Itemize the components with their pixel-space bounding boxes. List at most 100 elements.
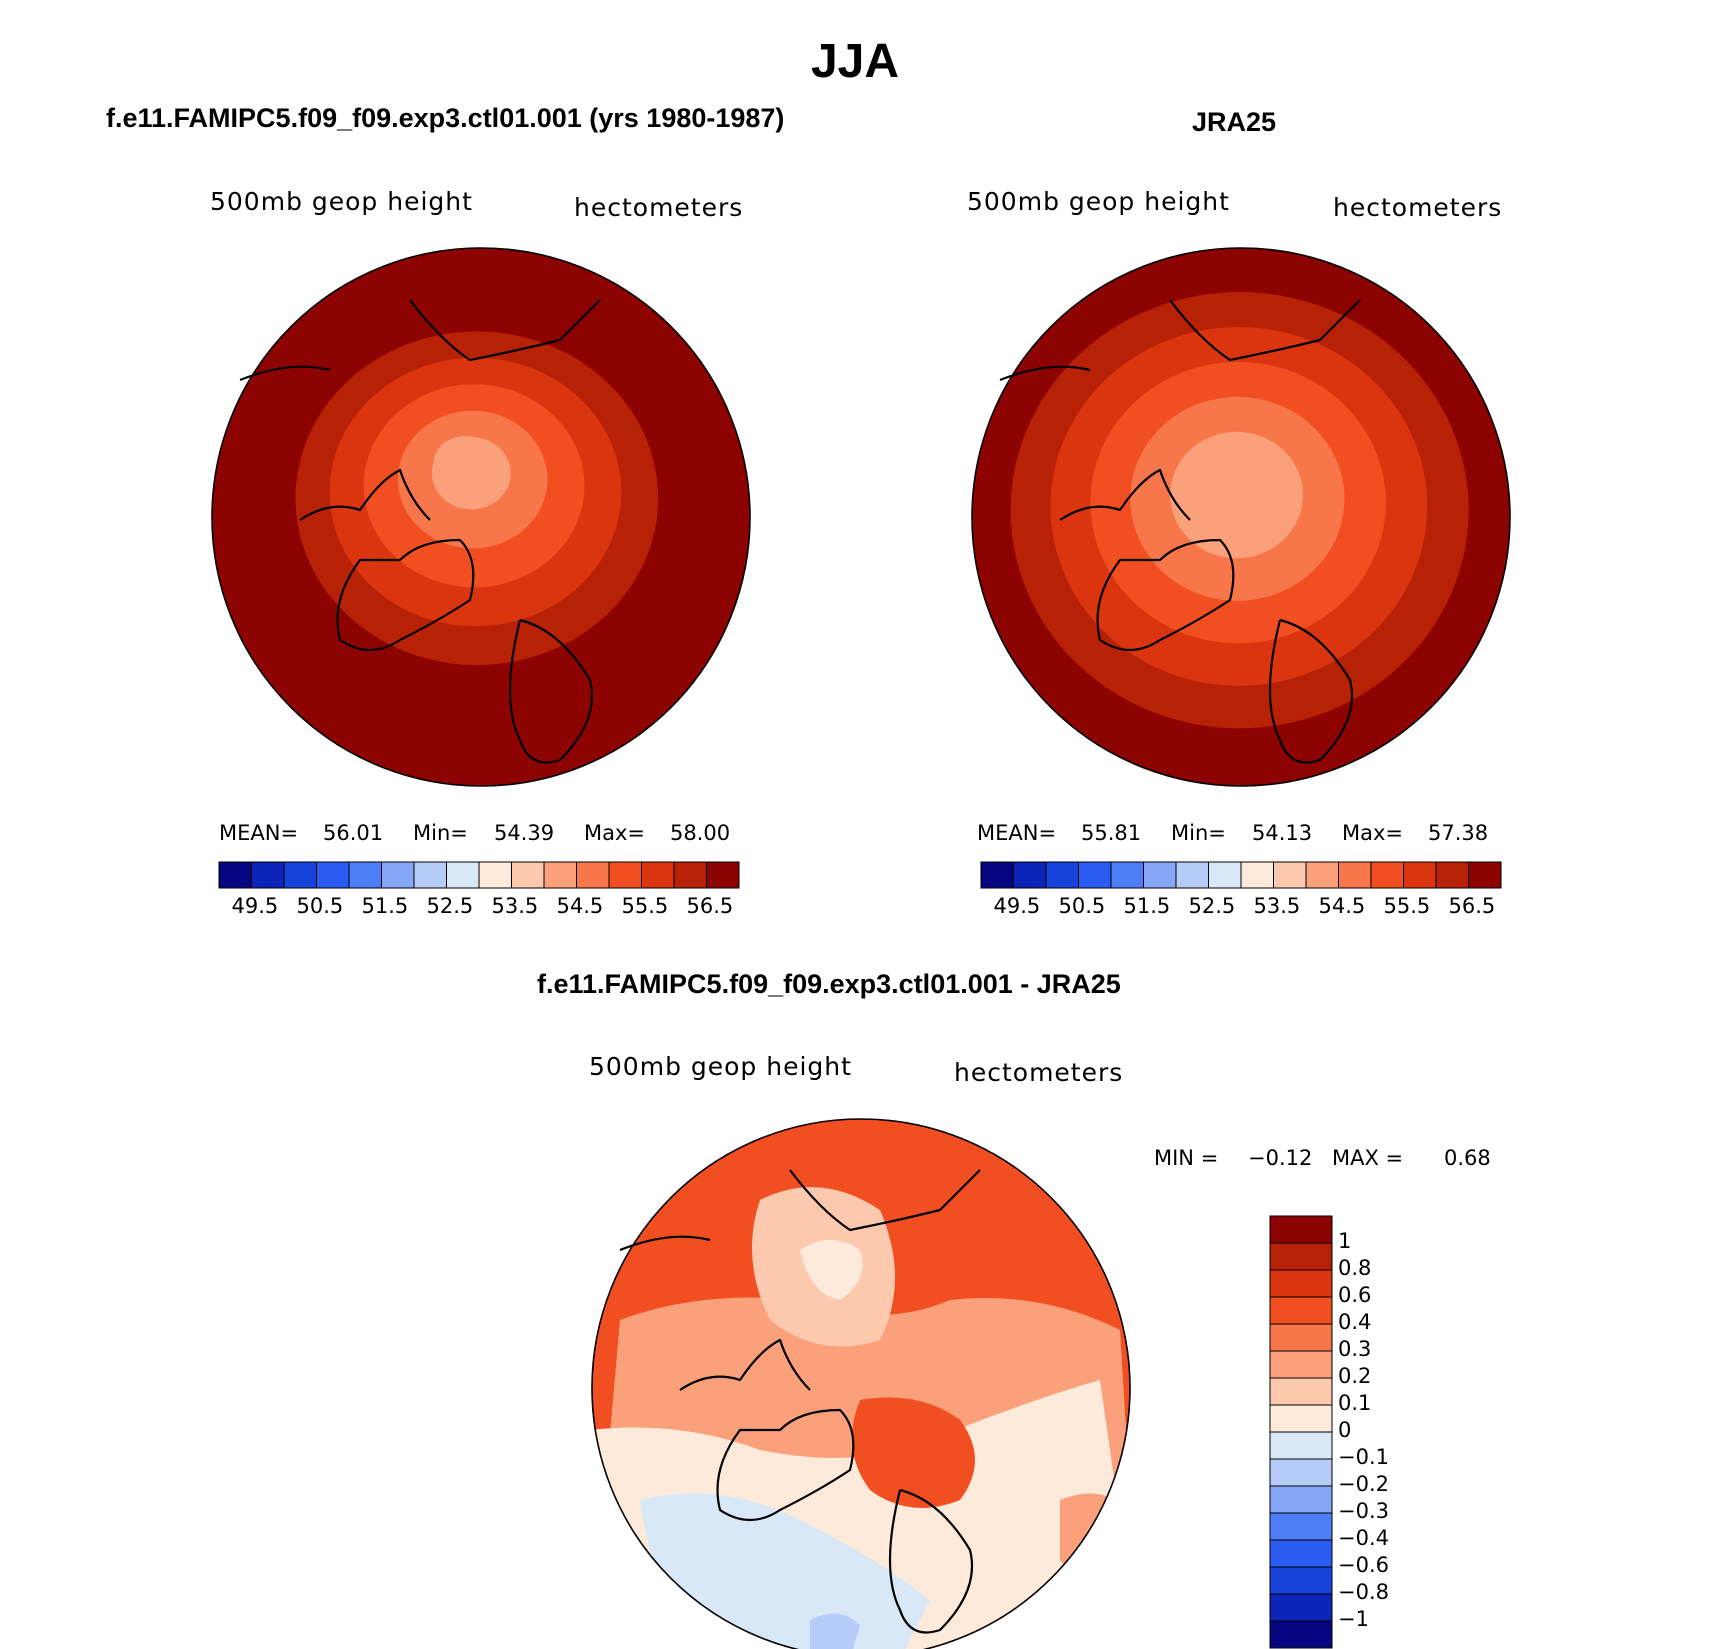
colorbar-cell bbox=[283, 861, 317, 889]
panel-diff-map-outline bbox=[591, 1118, 1131, 1649]
panel-diff-min-label: MIN = bbox=[1154, 1146, 1219, 1170]
colorbar-cell bbox=[1269, 1242, 1333, 1271]
colorbar-tick-label: 0.3 bbox=[1338, 1337, 1372, 1361]
colorbar-cell bbox=[446, 861, 480, 889]
colorbar-cell bbox=[1269, 1215, 1333, 1244]
colorbar-cell bbox=[1078, 861, 1112, 889]
panel-model-min-label: Min= bbox=[413, 821, 468, 845]
panel-model-case-title: f.e11.FAMIPC5.f09_f09.exp3.ctl01.001 (yr… bbox=[106, 103, 785, 133]
colorbar-cell bbox=[478, 861, 512, 889]
colorbar-tick-label: 50.5 bbox=[1058, 894, 1106, 918]
colorbar-cell bbox=[1269, 1593, 1333, 1622]
panel-model-min-value: 54.39 bbox=[494, 821, 555, 845]
panel-obs-min-label: Min= bbox=[1171, 821, 1226, 845]
coastline bbox=[1096, 538, 1235, 651]
coastline bbox=[999, 365, 1091, 382]
colorbar-cell bbox=[980, 861, 1014, 889]
colorbar-cell bbox=[1269, 1404, 1333, 1433]
coastlines bbox=[239, 299, 1361, 1634]
coastline bbox=[299, 468, 431, 521]
colorbar-cell bbox=[316, 861, 350, 889]
panel-obs-max-value: 57.38 bbox=[1428, 821, 1489, 845]
colorbar-cell bbox=[1269, 1458, 1333, 1487]
colorbar-cell bbox=[1338, 861, 1372, 889]
colorbar-cell bbox=[1110, 861, 1144, 889]
colorbar-tick-label: 50.5 bbox=[296, 894, 344, 918]
panel-obs-mean-value: 55.81 bbox=[1081, 821, 1142, 845]
coastline bbox=[1059, 468, 1191, 521]
panel-diff-colorbar bbox=[1269, 1215, 1333, 1649]
coastline bbox=[619, 1235, 711, 1252]
colorbar-tick-label: 0 bbox=[1338, 1418, 1352, 1442]
coastline bbox=[716, 1408, 855, 1521]
coastline bbox=[888, 1488, 974, 1634]
colorbar-tick-label: 0.1 bbox=[1338, 1391, 1372, 1415]
colorbar-tick-label: −0.1 bbox=[1338, 1445, 1389, 1469]
colorbar-cell bbox=[251, 861, 285, 889]
colorbar-cell bbox=[1045, 861, 1079, 889]
colorbar-cell bbox=[1435, 861, 1469, 889]
colorbar-tick-label: 0.8 bbox=[1338, 1256, 1372, 1280]
panel-obs-colorbar bbox=[980, 861, 1502, 889]
colorbar-tick-label: 49.5 bbox=[231, 894, 279, 918]
panel-obs-variable-label: 500mb geop height bbox=[967, 187, 1230, 216]
contour-band bbox=[810, 1613, 860, 1649]
colorbar-cell bbox=[706, 861, 740, 889]
colorbar-tick-label: −0.2 bbox=[1338, 1472, 1389, 1496]
panel-model-units-label: hectometers bbox=[574, 193, 744, 222]
colorbar-tick-label: 55.5 bbox=[1383, 894, 1431, 918]
panel-model-map-outline bbox=[211, 247, 751, 787]
panel-model-mean-label: MEAN= bbox=[219, 821, 299, 845]
colorbar-cell bbox=[608, 861, 642, 889]
colorbar-tick-label: 49.5 bbox=[993, 894, 1041, 918]
colorbar-cell bbox=[1208, 861, 1242, 889]
coastline bbox=[508, 618, 594, 764]
contour-band bbox=[852, 1397, 975, 1508]
colorbar-cell bbox=[1305, 861, 1339, 889]
panel-obs-mean-label: MEAN= bbox=[977, 821, 1057, 845]
colorbar-tick-label: 53.5 bbox=[1253, 894, 1301, 918]
colorbar-cell bbox=[1403, 861, 1437, 889]
colorbar-cell bbox=[1175, 861, 1209, 889]
panel-model-colorbar bbox=[218, 861, 740, 889]
colorbar-tick-label: −0.4 bbox=[1338, 1526, 1389, 1550]
colorbar-tick-label: −0.8 bbox=[1338, 1580, 1389, 1604]
colorbar-cell bbox=[1269, 1512, 1333, 1541]
coastline bbox=[409, 299, 601, 362]
contour-band bbox=[800, 1240, 863, 1300]
colorbar-cell bbox=[1269, 1620, 1333, 1649]
panel-obs-polar-map bbox=[972, 248, 1510, 786]
panel-diff-case-title: f.e11.FAMIPC5.f09_f09.exp3.ctl01.001 - J… bbox=[537, 969, 1121, 999]
colorbar-tick-label: 51.5 bbox=[361, 894, 409, 918]
colorbar-tick-label: −0.3 bbox=[1338, 1499, 1389, 1523]
colorbar-cell bbox=[1370, 861, 1404, 889]
colorbar-cell bbox=[511, 861, 545, 889]
colorbar-tick-label: −1 bbox=[1338, 1607, 1369, 1631]
colorbar-cell bbox=[381, 861, 415, 889]
contour-band bbox=[434, 436, 498, 488]
colorbar-cell bbox=[218, 861, 252, 889]
colorbar-cell bbox=[1269, 1566, 1333, 1595]
panel-model-variable-label: 500mb geop height bbox=[210, 187, 473, 216]
page-title: JJA bbox=[810, 35, 900, 88]
panel-obs-case-title: JRA25 bbox=[1192, 107, 1277, 137]
coastline bbox=[1169, 299, 1361, 362]
colorbar-tick-label: 0.4 bbox=[1338, 1310, 1372, 1334]
contour-band bbox=[1199, 456, 1263, 508]
colorbar-tick-label: 0.6 bbox=[1338, 1283, 1372, 1307]
panel-model-mean-value: 56.01 bbox=[323, 821, 384, 845]
panel-diff-min-value: −0.12 bbox=[1248, 1146, 1313, 1170]
colorbar-cell bbox=[1269, 1377, 1333, 1406]
coastline bbox=[239, 365, 331, 382]
colorbar-cell bbox=[1269, 1431, 1333, 1460]
colorbar-tick-label: −0.6 bbox=[1338, 1553, 1389, 1577]
panel-diff-max-label: MAX = bbox=[1332, 1146, 1404, 1170]
colorbar-cell bbox=[1468, 861, 1502, 889]
colorbar-cell bbox=[1269, 1296, 1333, 1325]
colorbar-tick-label: 51.5 bbox=[1123, 894, 1171, 918]
panel-diff-units-label: hectometers bbox=[954, 1058, 1124, 1087]
colorbar-tick-label: 54.5 bbox=[1318, 894, 1366, 918]
colorbar-cell bbox=[348, 861, 382, 889]
colorbar-cell bbox=[1269, 1323, 1333, 1352]
